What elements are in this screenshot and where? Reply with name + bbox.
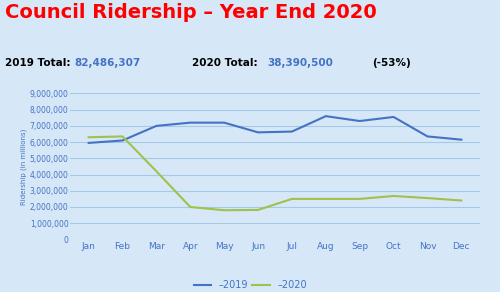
- Text: Council Ridership – Year End 2020: Council Ridership – Year End 2020: [5, 3, 377, 22]
- Y-axis label: Ridership (in millions): Ridership (in millions): [20, 128, 27, 205]
- Text: 82,486,307: 82,486,307: [74, 58, 140, 68]
- Text: 2019 Total:: 2019 Total:: [5, 58, 70, 68]
- Text: 2020 Total:: 2020 Total:: [192, 58, 258, 68]
- Legend: –2019, –2020: –2019, –2020: [190, 277, 311, 292]
- Text: 38,390,500: 38,390,500: [268, 58, 334, 68]
- Text: (-53%): (-53%): [372, 58, 411, 68]
